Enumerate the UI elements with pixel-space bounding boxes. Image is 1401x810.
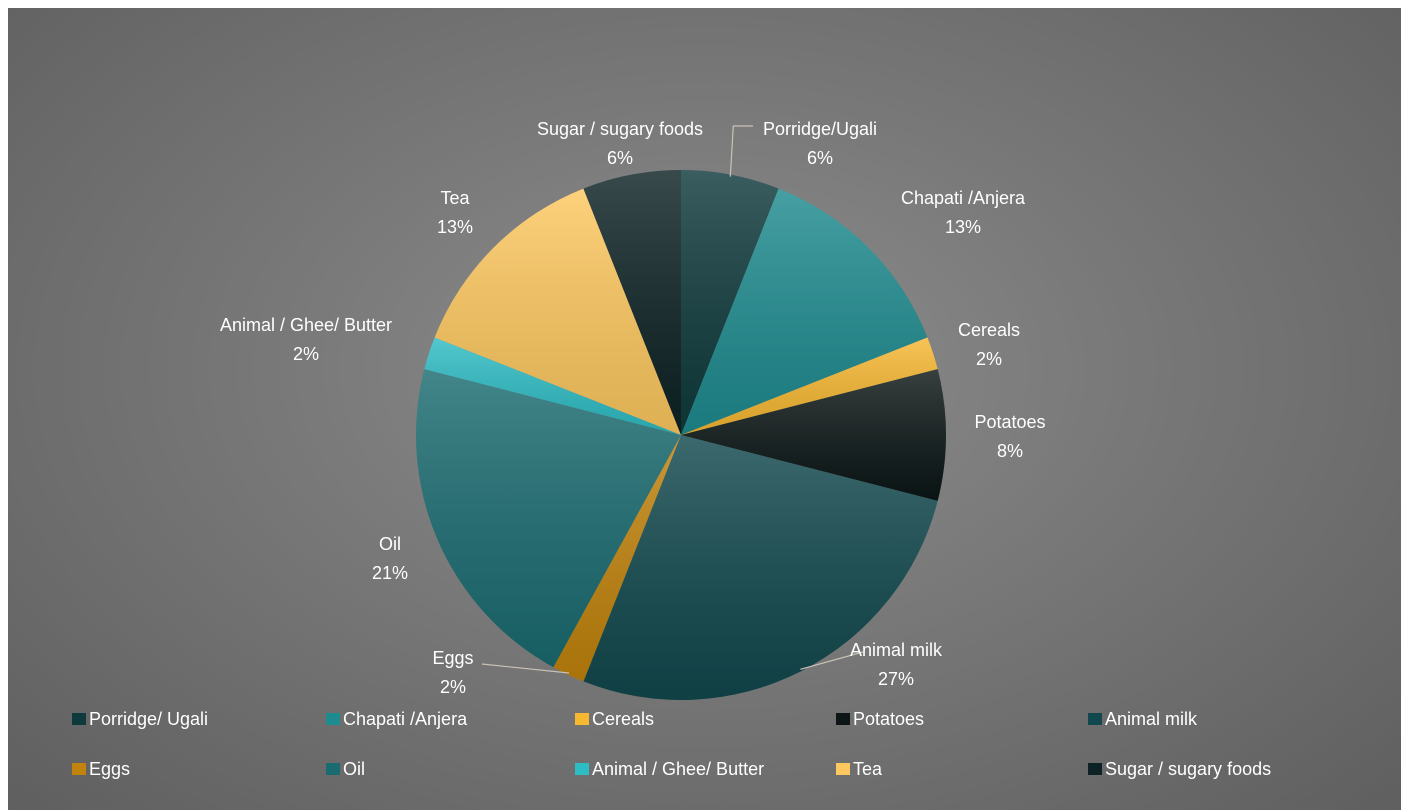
legend-label: Tea xyxy=(853,759,883,779)
pie-slice-shade xyxy=(583,435,938,700)
pie-slice-shade xyxy=(681,170,779,435)
pie-slice-shade xyxy=(424,337,681,435)
pie-slice-shade xyxy=(434,188,681,435)
legend-label: Cereals xyxy=(592,709,654,729)
leader-line-animal-milk xyxy=(800,651,864,670)
leader-line-eggs xyxy=(481,663,570,674)
legend-item-oil: Oil xyxy=(326,759,365,779)
slice-label-sugar-sugary-foods: Sugar / sugary foods 6% xyxy=(537,119,703,168)
legend-item-cereals: Cereals xyxy=(575,709,654,729)
legend-swatch xyxy=(836,713,850,725)
slice-label-tea: Tea 13% xyxy=(437,188,473,237)
pie-chart: Porridge/Ugali 6% Chapati /Anjera 13% Cereal… xyxy=(72,119,1271,779)
legend-label: Eggs xyxy=(89,759,130,779)
legend-item-potatoes: Potatoes xyxy=(836,709,924,729)
legend-swatch xyxy=(1088,713,1102,725)
chart-area: Porridge/Ugali 6% Chapati /Anjera 13% Cereal… xyxy=(8,8,1401,810)
legend-label: Oil xyxy=(343,759,365,779)
legend-swatch xyxy=(836,763,850,775)
legend-swatch xyxy=(326,713,340,725)
pie-slice-shade xyxy=(681,369,946,501)
slice-label-animal-milk: Animal milk 27% xyxy=(850,640,943,689)
legend-item-eggs: Eggs xyxy=(72,759,130,779)
legend-label: Animal milk xyxy=(1105,709,1198,729)
leader-line-porridge-ugali xyxy=(729,125,753,177)
legend: Porridge/ Ugali Chapati /Anjera Cereals Pot… xyxy=(72,709,1271,779)
legend-label: Chapati /Anjera xyxy=(343,709,468,729)
legend-item-tea: Tea xyxy=(836,759,883,779)
slice-label-animal-ghee-butter: Animal / Ghee/ Butter 2% xyxy=(220,315,392,364)
legend-item-animal-ghee-butter: Animal / Ghee/ Butter xyxy=(575,759,764,779)
legend-label: Animal / Ghee/ Butter xyxy=(592,759,764,779)
legend-item-animal-milk: Animal milk xyxy=(1088,709,1198,729)
legend-swatch xyxy=(575,713,589,725)
legend-swatch xyxy=(72,763,86,775)
legend-label: Porridge/ Ugali xyxy=(89,709,208,729)
slice-labels: Porridge/Ugali 6% Chapati /Anjera 13% Cereal… xyxy=(220,119,1046,697)
legend-swatch xyxy=(1088,763,1102,775)
pie-slice-shade xyxy=(681,188,928,435)
slice-label-oil: Oil 21% xyxy=(372,534,408,583)
legend-label: Sugar / sugary foods xyxy=(1105,759,1271,779)
legend-label: Potatoes xyxy=(853,709,924,729)
legend-item-porridge-ugali: Porridge/ Ugali xyxy=(72,709,208,729)
pie-slice-shade xyxy=(553,435,681,682)
legend-swatch xyxy=(72,713,86,725)
legend-swatch xyxy=(575,763,589,775)
pie-slice-shade xyxy=(583,170,681,435)
pie-slices xyxy=(416,170,946,700)
slice-label-cereals: Cereals 2% xyxy=(958,320,1020,369)
slice-label-chapati-anjera: Chapati /Anjera 13% xyxy=(901,188,1026,237)
slice-label-eggs: Eggs 2% xyxy=(432,648,473,697)
pie-slice-shade xyxy=(416,369,681,668)
pie-slice-shade xyxy=(681,337,938,435)
legend-swatch xyxy=(326,763,340,775)
legend-item-sugar-sugary-foods: Sugar / sugary foods xyxy=(1088,759,1271,779)
leader-lines xyxy=(481,125,864,674)
legend-item-chapati-anjera: Chapati /Anjera xyxy=(326,709,468,729)
slice-label-potatoes: Potatoes 8% xyxy=(974,412,1045,461)
slice-label-porridge-ugali: Porridge/Ugali 6% xyxy=(763,119,877,168)
